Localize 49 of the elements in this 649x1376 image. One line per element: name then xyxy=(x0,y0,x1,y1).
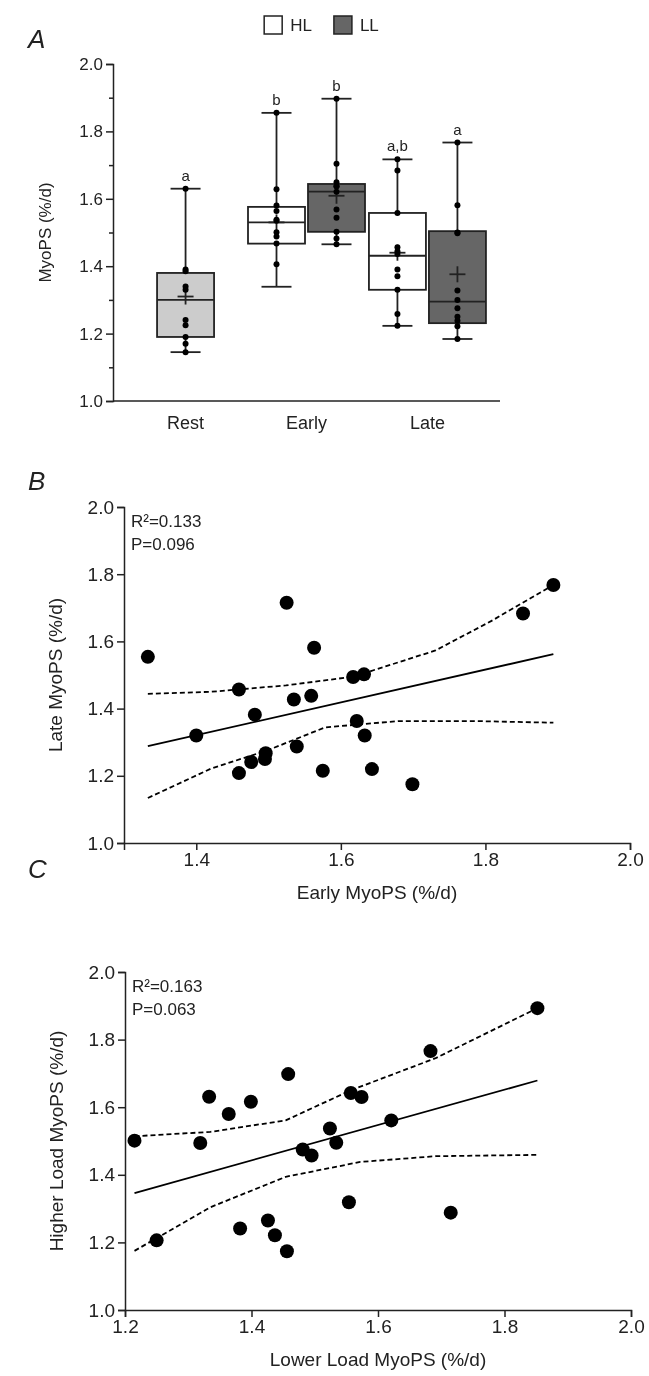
x-tick-label: Late xyxy=(409,413,445,434)
x-axis-title: Early MyoPS (%/d) xyxy=(296,882,458,903)
x-tick-label: Early xyxy=(285,413,328,434)
y-tick-label: 1.6 xyxy=(79,189,103,209)
x-tick-label: 1.8 xyxy=(491,1316,519,1338)
annotation: R²=0.163 xyxy=(132,977,203,996)
y-axis-title: MyoPS (%/d) xyxy=(36,182,55,283)
y-tick-label: 2.0 xyxy=(87,496,114,518)
y-tick-label: 1.0 xyxy=(88,1299,115,1321)
annotation: b xyxy=(332,76,341,94)
y-axis-title: Late MyoPS (%/d) xyxy=(45,597,66,753)
x-tick-label: 2.0 xyxy=(617,849,644,871)
y-tick-label: 1.4 xyxy=(87,698,115,720)
y-tick-label: 2.0 xyxy=(79,54,103,74)
annotation: b xyxy=(272,90,281,108)
x-tick-label: Rest xyxy=(167,413,205,434)
y-tick-label: 1.6 xyxy=(87,630,114,652)
y-tick-label: 1.0 xyxy=(87,832,114,854)
y-tick-label: 1.8 xyxy=(87,563,114,585)
x-tick-label: 1.4 xyxy=(238,1316,266,1338)
y-tick-label: 1.4 xyxy=(79,257,103,277)
x-tick-label: 1.8 xyxy=(472,849,500,871)
annotation: P=0.063 xyxy=(132,1000,196,1019)
x-axis-title: Lower Load MyoPS (%/d) xyxy=(269,1349,487,1370)
x-tick-label: 2.0 xyxy=(618,1316,645,1338)
y-tick-label: 1.4 xyxy=(88,1164,116,1186)
y-tick-label: 1.6 xyxy=(88,1096,115,1118)
y-axis-title: Higher Load MyoPS (%/d) xyxy=(46,1030,67,1252)
y-tick-label: 1.0 xyxy=(79,391,103,411)
y-tick-label: 2.0 xyxy=(88,961,115,983)
annotation: R²=0.133 xyxy=(131,512,202,531)
x-tick-label: 1.4 xyxy=(183,849,211,871)
x-tick-label: 1.2 xyxy=(112,1316,139,1338)
chart-title: A xyxy=(26,24,46,54)
x-tick-label: 1.6 xyxy=(328,849,355,871)
y-tick-label: 1.2 xyxy=(87,765,114,787)
legend-label: HL xyxy=(290,16,312,35)
annotation: a,b xyxy=(387,137,408,155)
annotation: a xyxy=(453,120,463,138)
y-tick-label: 1.8 xyxy=(88,1029,115,1051)
y-tick-label: 1.2 xyxy=(88,1231,115,1253)
y-tick-label: 1.8 xyxy=(79,122,103,142)
annotation: a xyxy=(181,166,191,184)
chart-title: B xyxy=(28,466,46,496)
legend-label: LL xyxy=(359,16,379,35)
chart-title: C xyxy=(28,854,47,884)
x-tick-label: 1.6 xyxy=(365,1316,392,1338)
y-tick-label: 1.2 xyxy=(79,324,103,344)
annotation: P=0.096 xyxy=(131,535,195,554)
